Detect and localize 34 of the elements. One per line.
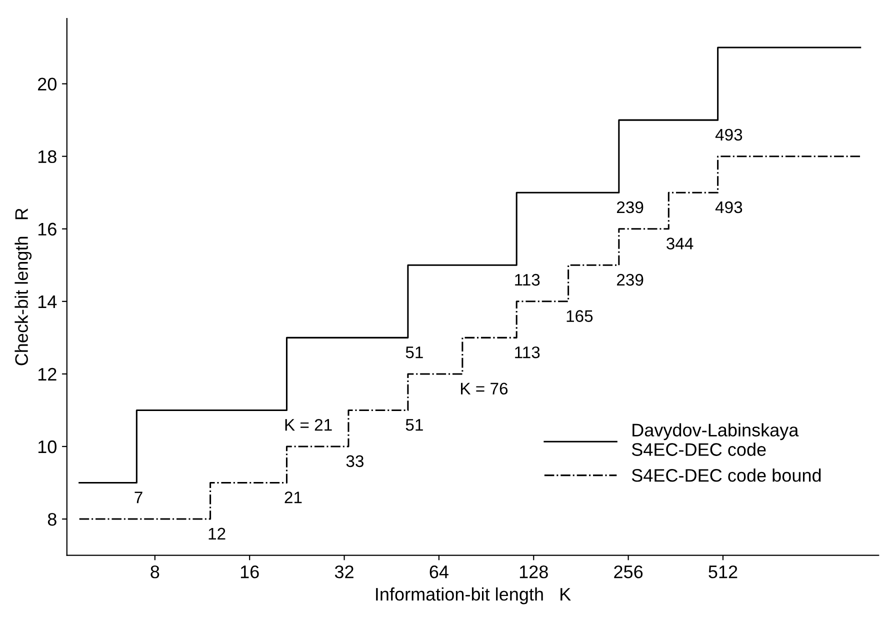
annotation: K = 21 bbox=[285, 418, 332, 431]
legend-label: Davydov-Labinskaya S4EC-DEC code bbox=[632, 423, 799, 456]
annotation: 113 bbox=[515, 274, 540, 286]
y-tick-label: 20 bbox=[38, 78, 56, 91]
legend-label: S4EC-DEC code bound bbox=[632, 468, 821, 482]
y-tick-label: 8 bbox=[48, 512, 56, 526]
annotation: 493 bbox=[715, 201, 742, 214]
annotation: 165 bbox=[566, 310, 593, 322]
annotation: 113 bbox=[515, 346, 540, 358]
y-tick-label: 14 bbox=[38, 296, 57, 308]
y-tick-label: 12 bbox=[38, 368, 56, 380]
x-tick-label: 128 bbox=[520, 566, 548, 578]
x-tick-label: 64 bbox=[430, 566, 448, 578]
x-tick-label: 32 bbox=[334, 566, 354, 578]
annotation: 239 bbox=[616, 201, 644, 214]
x-axis-title: Information-bit length K bbox=[376, 587, 571, 604]
annotation: 7 bbox=[134, 492, 142, 504]
y-tick-label: 16 bbox=[38, 222, 56, 236]
annotation: 21 bbox=[284, 492, 302, 504]
annotation: 239 bbox=[616, 274, 644, 286]
annotation: K = 76 bbox=[461, 382, 508, 395]
annotation: 344 bbox=[666, 238, 694, 250]
y-tick-label: 18 bbox=[38, 150, 56, 164]
x-tick-label: 8 bbox=[150, 566, 160, 578]
x-tick-label: 256 bbox=[614, 566, 643, 578]
y-tick-label: 10 bbox=[38, 440, 56, 454]
annotation: 33 bbox=[346, 455, 364, 468]
annotation: 493 bbox=[715, 128, 742, 141]
x-tick-label: 512 bbox=[708, 566, 738, 578]
annotation: 12 bbox=[208, 528, 226, 540]
annotation: 51 bbox=[406, 346, 423, 358]
y-axis-title: Check-bit length R bbox=[14, 208, 32, 366]
x-tick-label: 16 bbox=[240, 566, 259, 578]
annotation: 51 bbox=[406, 419, 423, 431]
